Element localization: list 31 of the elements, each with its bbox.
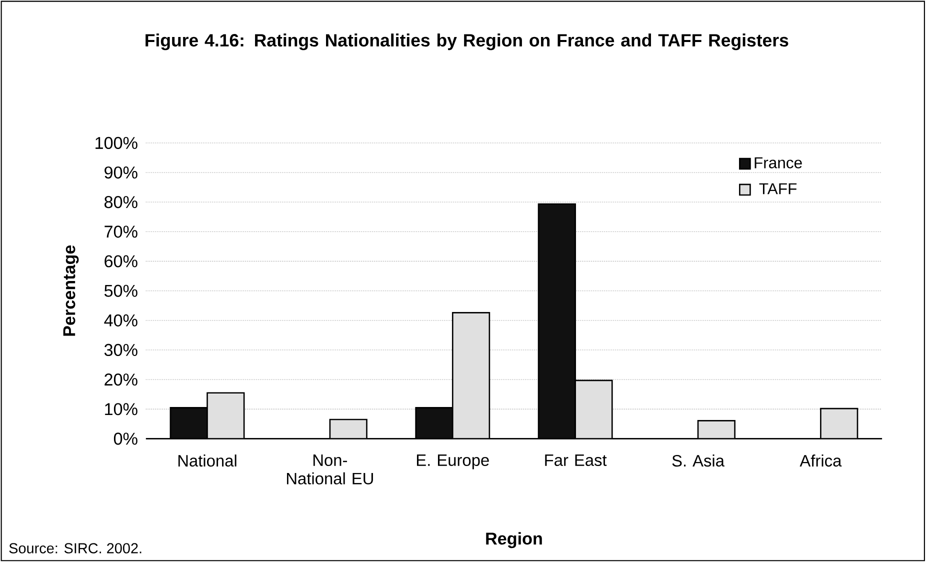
x-tick-label: Far East xyxy=(545,454,607,466)
bar xyxy=(207,392,244,439)
bar xyxy=(170,408,208,439)
y-tick-label: 50% xyxy=(104,284,138,297)
y-tick-label: 40% xyxy=(104,314,138,326)
y-tick-label: 10% xyxy=(105,403,138,416)
x-tick-label: S. Asia xyxy=(672,454,724,467)
bar xyxy=(330,420,367,439)
y-tick-label: 0% xyxy=(114,432,138,445)
y-tick-label: 90% xyxy=(104,166,138,179)
x-axis-title: Region xyxy=(486,532,542,548)
x-tick-label: E. Europe xyxy=(416,454,489,470)
x-tick-label: Africa xyxy=(800,454,842,467)
y-tick-label: 30% xyxy=(104,344,138,356)
legend-label: TAFF xyxy=(759,183,797,194)
legend-label: France xyxy=(754,157,802,168)
bar xyxy=(820,408,858,439)
y-tick-label: 80% xyxy=(104,196,138,208)
source-note: Source: SIRC. 2002. xyxy=(9,543,142,554)
chart-title: Figure 4.16: Ratings Nationalities by Region on France and TAFF Registers xyxy=(146,34,788,50)
x-tick-label: Non-National EU xyxy=(286,454,373,484)
x-tick-label: National xyxy=(178,454,236,467)
bar xyxy=(452,312,490,439)
y-tick-label: 100% xyxy=(96,136,138,150)
bar xyxy=(538,203,576,439)
y-tick-label: 70% xyxy=(104,226,138,238)
bar xyxy=(575,380,612,439)
y-tick-label: 60% xyxy=(104,255,138,268)
y-tick-label: 20% xyxy=(104,374,138,386)
y-axis-title: Percentage xyxy=(63,245,79,336)
bar xyxy=(416,408,453,439)
